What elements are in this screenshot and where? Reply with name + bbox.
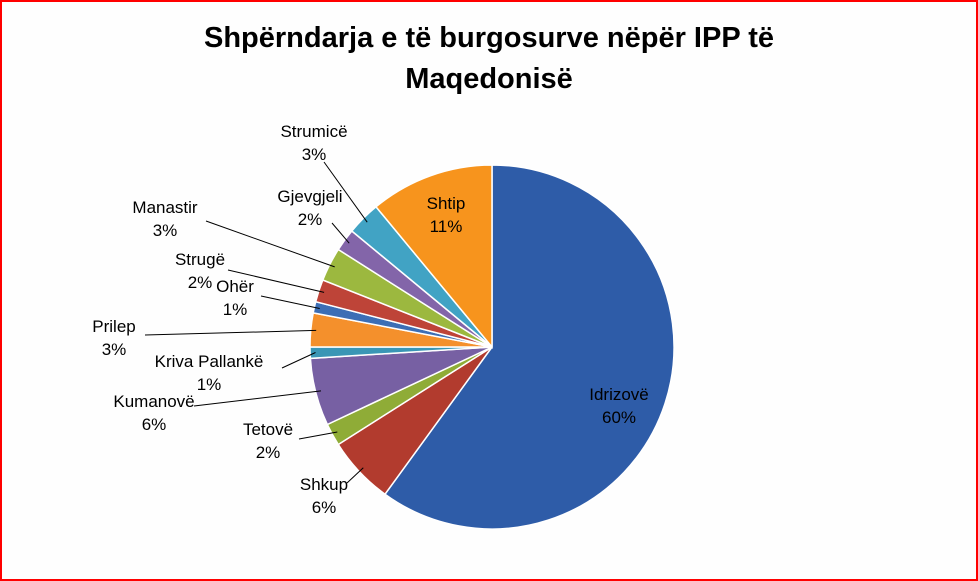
slice-label-shtip: Shtip 11% — [427, 194, 466, 236]
leader-line-strug- — [227, 269, 325, 293]
slice-label-gjevgjeli: Gjevgjeli 2% — [277, 187, 342, 229]
slice-label-kriva-pallank-: Kriva Pallankë 1% — [155, 352, 264, 394]
slice-label-manastir: Manastir 3% — [132, 198, 198, 240]
leader-line-kumanov- — [193, 390, 322, 407]
slice-label-strug-: Strugë 2% — [175, 250, 225, 292]
leader-line-strumic- — [323, 161, 368, 223]
chart-title: Shpërndarja e të burgosurve nëpër IPP të… — [2, 18, 976, 99]
pie-slice-shtip — [374, 164, 493, 350]
leader-line-gjevgjeli — [331, 222, 350, 244]
chart-title-line-2: Maqedonisë — [405, 62, 573, 95]
leader-line-oh-r — [260, 295, 320, 309]
leader-line-shkup — [346, 467, 364, 484]
slice-label-shkup: Shkup 6% — [300, 475, 348, 517]
leader-line-kriva-pallank- — [281, 352, 316, 369]
slice-label-oh-r: Ohër 1% — [216, 277, 254, 319]
leader-line-manastir — [205, 220, 335, 268]
pie-slice-idrizov- — [383, 164, 675, 530]
slice-label-kumanov-: Kumanovë 6% — [113, 392, 194, 434]
slice-label-strumic-: Strumicë 3% — [280, 122, 347, 164]
leader-line-prilep — [144, 329, 317, 336]
slice-label-prilep: Prilep 3% — [92, 317, 135, 359]
chart-title-line-1: Shpërndarja e të burgosurve nëpër IPP të — [204, 22, 774, 54]
slice-label-tetov-: Tetovë 2% — [243, 420, 293, 462]
slice-label-idrizov-: Idrizovë 60% — [589, 385, 649, 427]
leader-line-tetov- — [298, 431, 338, 440]
